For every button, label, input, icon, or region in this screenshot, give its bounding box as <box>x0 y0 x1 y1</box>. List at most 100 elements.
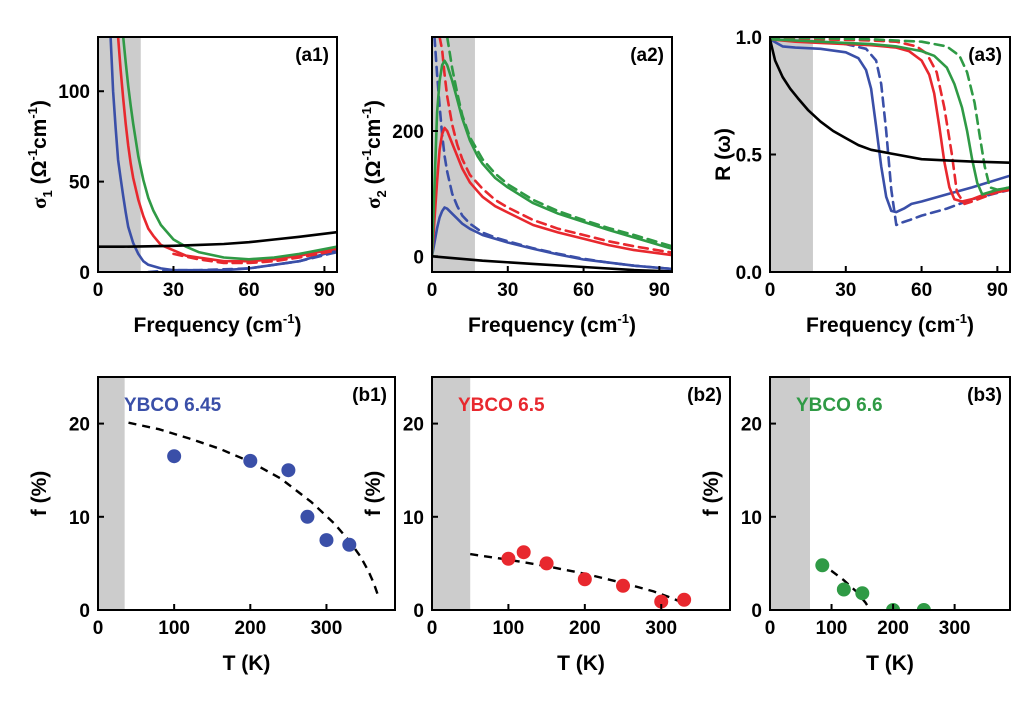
axes-frame <box>97 36 338 273</box>
y-tick-label: 0 <box>413 601 424 622</box>
y-axis-label: f (%) <box>28 471 51 517</box>
x-tick-label: 60 <box>238 280 259 301</box>
data-point <box>855 586 870 601</box>
panel-label: (b3) <box>967 385 1002 406</box>
shaded-region <box>98 37 141 272</box>
series-line-black-solid <box>432 254 672 272</box>
data-point <box>319 533 334 548</box>
data-point <box>167 449 182 464</box>
y-tick-label: 0 <box>79 601 90 622</box>
panel-label: (b1) <box>352 385 387 406</box>
x-tick-label: 90 <box>649 280 670 301</box>
panel-b1: 0 100 200 300 0 10 20 (b1) YBCO 6.45 T (K) f (%) <box>28 376 396 675</box>
y-tick-label: 0 <box>413 247 424 268</box>
x-tick-label: 300 <box>645 618 677 639</box>
axes-frame <box>769 376 1011 611</box>
y-axis-label: σ2 (Ω-1cm-1) <box>359 100 389 209</box>
y-tick-label: 0.0 <box>736 263 762 284</box>
series-line-green-dashed <box>445 37 672 248</box>
panel-b2: 0 100 200 300 0 10 20 (b2) YBCO 6.5 T (K) f (%) <box>362 376 731 675</box>
plot-area <box>432 37 672 272</box>
series-line-blue-solid <box>770 37 1010 214</box>
series-line-black-solid <box>98 230 337 248</box>
y-tick-label: 50 <box>69 173 90 194</box>
data-point <box>616 578 631 593</box>
x-tick-label: 200 <box>877 618 909 639</box>
data-point <box>677 592 692 607</box>
x-tick-label: 30 <box>835 280 856 301</box>
plot-area <box>770 37 1010 227</box>
y-axis-label: f (%) <box>700 471 723 517</box>
data-point <box>516 545 531 560</box>
x-tick-label: 60 <box>573 280 594 301</box>
shaded-region <box>432 377 471 610</box>
series-line-green-solid <box>121 37 337 261</box>
data-point <box>539 556 554 571</box>
y-tick-label: 20 <box>69 415 90 436</box>
x-tick-label: 0 <box>427 618 438 639</box>
plot-area <box>128 421 380 597</box>
x-axis-label: Frequency (cm-1) <box>806 311 974 337</box>
fit-curve <box>128 421 380 597</box>
panel-a1: 0 30 60 90 0 50 100 (a1) Frequency (cm-1) σ1 (Ω-1… <box>25 36 338 337</box>
panel-a2: 0 30 60 90 0 200 (a2) Frequency (cm-1) σ2 (Ω-1cm… <box>359 36 673 337</box>
y-axis-label: f (%) <box>362 471 385 517</box>
data-point <box>916 603 931 610</box>
data-point <box>501 551 516 566</box>
x-tick-label: 90 <box>314 280 335 301</box>
shaded-region <box>98 377 125 610</box>
data-point <box>281 463 296 478</box>
fit-curve <box>470 552 681 603</box>
series-line-red-solid <box>116 37 337 263</box>
data-point <box>300 509 315 524</box>
x-tick-label: 0 <box>427 280 438 301</box>
data-point <box>243 453 258 468</box>
legend-label: YBCO 6.45 <box>124 395 222 416</box>
legend-label: YBCO 6.6 <box>796 395 883 416</box>
x-axis-label: T (K) <box>557 652 605 675</box>
y-tick-label: 100 <box>58 82 90 103</box>
panel-a3: 0 30 60 90 0.0 0.5 1.0 (a3) Frequency (cm-1) R (ω… <box>712 28 1011 337</box>
x-tick-label: 0 <box>93 618 104 639</box>
plot-area <box>470 545 692 609</box>
legend-label: YBCO 6.5 <box>458 395 545 416</box>
series-line-black-solid <box>770 37 1010 164</box>
x-tick-label: 200 <box>234 618 266 639</box>
x-tick-label: 100 <box>816 618 848 639</box>
x-tick-label: 200 <box>569 618 601 639</box>
series-line-red-dashed <box>438 37 672 254</box>
series-line-green-solid <box>770 37 1010 196</box>
y-tick-label: 20 <box>403 415 424 436</box>
plot-area <box>815 558 931 610</box>
series-line-red-solid <box>432 126 672 258</box>
x-tick-label: 100 <box>158 618 190 639</box>
panel-label: (b2) <box>687 385 722 406</box>
x-tick-label: 300 <box>939 618 971 639</box>
fit-curve <box>818 562 871 610</box>
y-tick-label: 0 <box>751 601 762 622</box>
x-axis-label: Frequency (cm-1) <box>468 311 636 337</box>
series-line-green-solid <box>432 59 672 258</box>
x-tick-label: 30 <box>163 280 184 301</box>
x-tick-label: 0 <box>93 280 104 301</box>
y-tick-label: 10 <box>403 508 424 529</box>
x-tick-label: 0 <box>765 280 776 301</box>
y-axis-label: R (ω) <box>712 128 735 181</box>
y-tick-label: 0.5 <box>736 146 763 167</box>
x-axis-label: Frequency (cm-1) <box>134 311 302 337</box>
data-point <box>836 582 851 597</box>
y-tick-label: 200 <box>392 122 424 143</box>
series-line-red-dashed <box>172 249 337 265</box>
plot-area <box>98 37 337 272</box>
y-tick-label: 0 <box>79 263 90 284</box>
series-line-blue-dashed <box>147 250 337 272</box>
axes-frame <box>431 36 673 273</box>
panel-label: (a3) <box>968 45 1002 66</box>
x-tick-label: 30 <box>497 280 518 301</box>
x-tick-label: 300 <box>311 618 343 639</box>
data-point <box>654 594 669 609</box>
x-axis-label: T (K) <box>223 652 271 675</box>
data-point <box>577 572 592 587</box>
shaded-region <box>770 377 810 610</box>
